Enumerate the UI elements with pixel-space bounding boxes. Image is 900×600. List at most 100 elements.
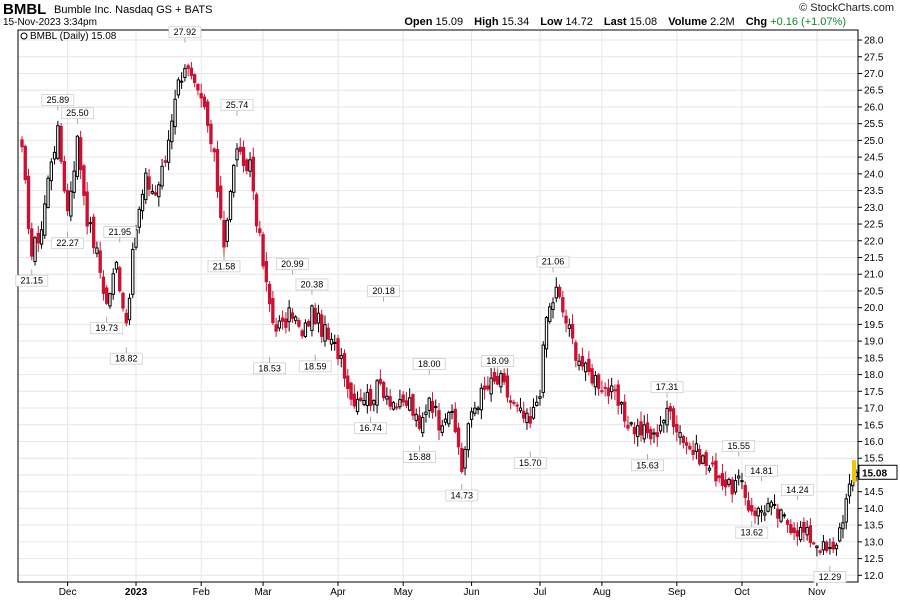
y-tick-label: 24.0 (864, 169, 884, 180)
annotation-box (735, 526, 769, 539)
candle-up (173, 98, 177, 128)
y-tick-label: 17.5 (864, 387, 884, 398)
y-tick-label: 21.5 (864, 253, 884, 264)
candle-up (440, 425, 444, 433)
annotation-label: 14.24 (786, 485, 809, 495)
annotation-label: 18.82 (115, 354, 138, 364)
candle-up (479, 387, 484, 411)
open-label: Open (404, 16, 433, 28)
y-tick-label: 19.0 (864, 337, 884, 348)
candle-up (375, 380, 379, 406)
candle-down (714, 460, 718, 482)
candle-down (730, 479, 734, 495)
x-tick-label: Apr (330, 587, 346, 598)
candle-up (166, 139, 171, 163)
candle-down (186, 65, 190, 69)
low-value: 14.72 (565, 16, 593, 28)
candle-down (30, 228, 34, 257)
annotation-label: 22.27 (56, 238, 79, 248)
y-tick-label: 25.5 (864, 119, 884, 130)
candle-up (805, 527, 809, 536)
x-tick-label: Dec (59, 587, 77, 598)
candle-down (394, 406, 399, 409)
candle-up (72, 170, 76, 193)
candle-down (564, 315, 568, 324)
candle-down (320, 314, 324, 337)
candle-up (287, 307, 291, 323)
annotation-box (207, 260, 241, 273)
y-tick-label: 14.0 (864, 504, 884, 515)
candle-down (352, 393, 356, 407)
candle-down (101, 276, 106, 294)
annotation-label: 12.29 (819, 572, 842, 582)
candle-up (362, 399, 366, 405)
candle-up (678, 432, 682, 438)
candle-up (277, 320, 282, 329)
candle-down (163, 160, 168, 163)
candle-up (844, 498, 848, 523)
candle-down (789, 524, 793, 534)
annotation-label: 20.18 (372, 286, 395, 296)
candle-down (118, 267, 122, 292)
candle-up (303, 322, 308, 337)
annotation-box (15, 274, 49, 287)
candle-down (645, 422, 650, 434)
candle-up (150, 191, 154, 194)
candle-down (153, 192, 158, 196)
candle-down (580, 355, 585, 367)
candle-down (326, 327, 330, 340)
annotation-box (367, 285, 401, 298)
candle-down (147, 176, 151, 190)
annotation-label: 21.15 (21, 276, 44, 286)
legend-label: BMBL (Daily) 15.08 (30, 31, 117, 42)
x-tick-label: May (394, 587, 413, 598)
candle-up (499, 373, 503, 388)
candle-up (52, 151, 57, 160)
candle-up (798, 527, 803, 541)
candle-up (838, 527, 842, 542)
candle-down (639, 421, 643, 436)
candle-down (261, 234, 265, 267)
candle-up (583, 362, 588, 373)
candle-down (512, 401, 516, 404)
candle-down (785, 520, 790, 525)
candle-up (131, 248, 135, 295)
annotation-label: 15.63 (636, 460, 659, 470)
candle-down (596, 374, 601, 389)
candle-up (137, 208, 141, 228)
candle-up (642, 424, 646, 440)
candle-up (49, 161, 53, 182)
candle-down (675, 423, 679, 433)
candle-down (258, 228, 262, 234)
candle-down (82, 165, 86, 196)
candle-down (557, 286, 562, 298)
candle-down (668, 406, 672, 412)
y-tick-label: 27.5 (864, 52, 884, 63)
annotation-box (513, 457, 547, 469)
candle-down (453, 408, 457, 433)
candle-down (23, 145, 27, 181)
y-tick-label: 26.5 (864, 86, 884, 97)
candle-down (515, 404, 519, 407)
candle-down (691, 449, 695, 455)
candle-down (570, 323, 575, 339)
candle-up (652, 432, 656, 435)
candle-up (636, 425, 640, 437)
y-tick-label: 22.5 (864, 220, 884, 231)
candle-up (33, 237, 37, 263)
candle-down (78, 137, 83, 171)
candle-up (567, 324, 571, 329)
chg-value: +0.16 (+1.07%) (770, 16, 846, 28)
annotation-box (103, 226, 137, 238)
candle-up (427, 397, 431, 411)
candle-down (342, 353, 347, 379)
candle-up (398, 399, 402, 408)
annotation-label: 25.89 (47, 95, 70, 105)
company-exchange: Bumble Inc. Nasdaq GS + BATS (54, 4, 212, 16)
candle-up (339, 355, 343, 359)
candle-down (561, 297, 565, 313)
candle-down (724, 479, 728, 488)
candle-down (36, 232, 40, 244)
stockcharts-brand[interactable]: © StockCharts.com (799, 2, 894, 14)
